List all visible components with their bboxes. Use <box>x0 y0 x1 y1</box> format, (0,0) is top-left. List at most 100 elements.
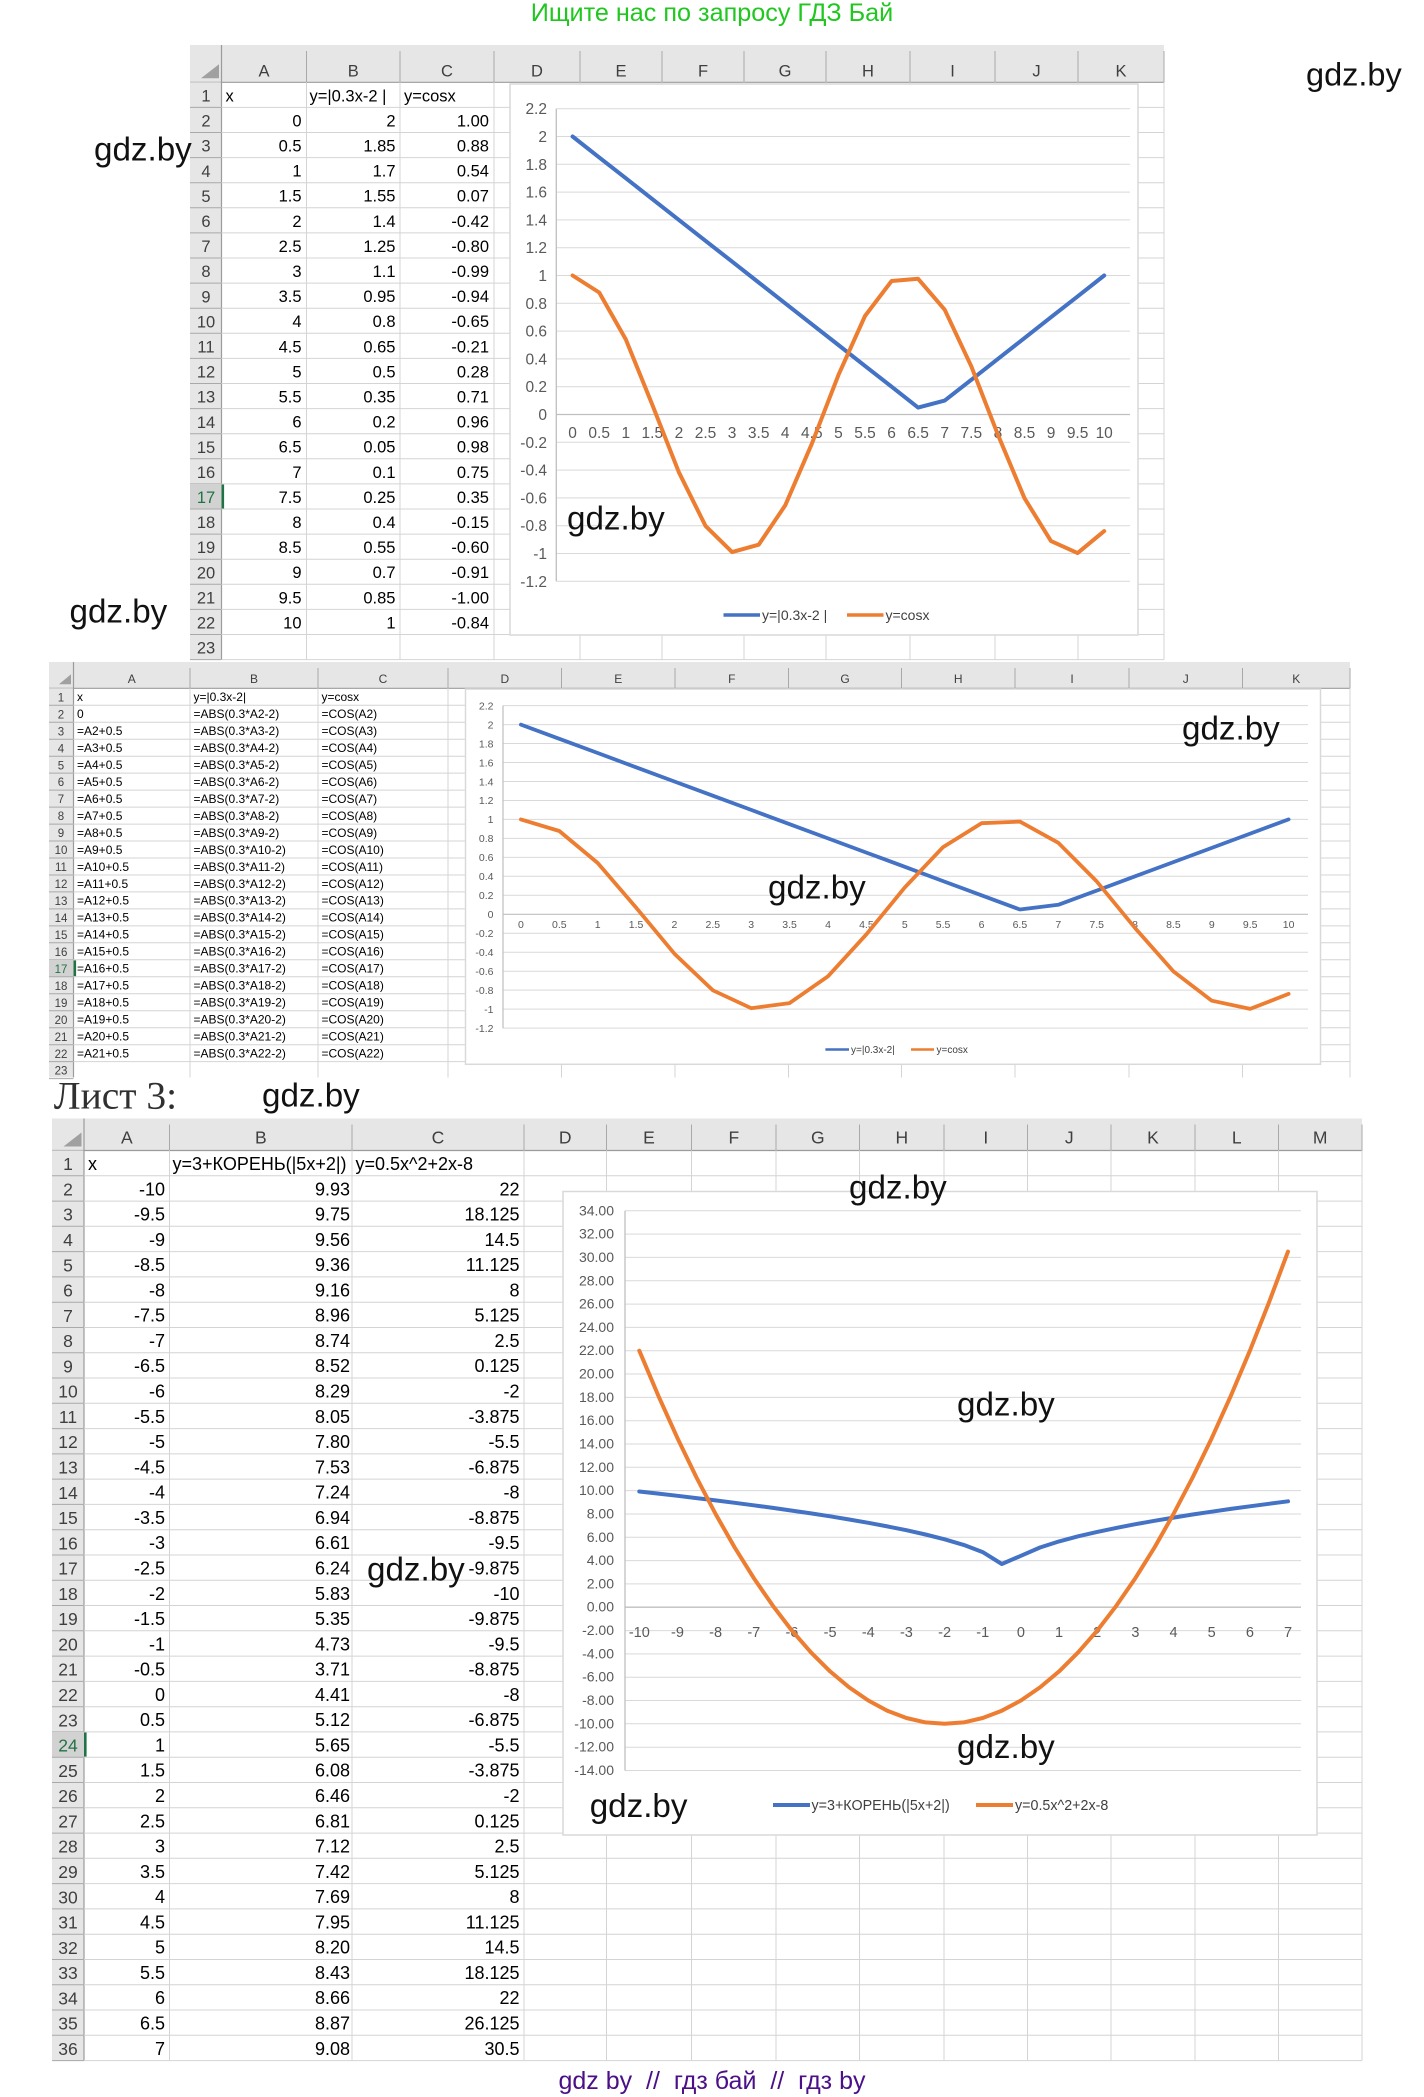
svg-text:-3: -3 <box>149 1533 165 1553</box>
svg-text:=ABS(0.3*A3-2): =ABS(0.3*A3-2) <box>194 724 280 738</box>
svg-text:-6.00: -6.00 <box>582 1669 614 1685</box>
svg-text:-0.8: -0.8 <box>520 518 547 535</box>
svg-text:1.8: 1.8 <box>525 157 547 174</box>
svg-text:6.81: 6.81 <box>315 1811 350 1831</box>
svg-text:21: 21 <box>58 1660 77 1680</box>
svg-text:4: 4 <box>292 313 301 331</box>
svg-text:4: 4 <box>155 1887 165 1907</box>
svg-text:2: 2 <box>58 709 64 721</box>
svg-text:2: 2 <box>155 1786 165 1806</box>
svg-text:6.5: 6.5 <box>140 2014 165 2034</box>
svg-text:0.55: 0.55 <box>363 539 395 557</box>
svg-text:11: 11 <box>197 339 214 357</box>
svg-text:D: D <box>559 1128 572 1148</box>
svg-text:-0.8: -0.8 <box>475 985 493 997</box>
svg-text:4.00: 4.00 <box>587 1552 614 1568</box>
svg-text:0.07: 0.07 <box>457 188 489 206</box>
svg-text:33: 33 <box>58 1963 77 1983</box>
svg-text:7: 7 <box>940 425 949 442</box>
svg-text:6.00: 6.00 <box>587 1529 614 1545</box>
svg-text:0: 0 <box>292 112 301 130</box>
svg-text:gdz.by: gdz.by <box>1306 56 1403 92</box>
svg-text:30.5: 30.5 <box>484 2039 519 2059</box>
svg-text:-1: -1 <box>533 546 547 563</box>
svg-text:-2: -2 <box>503 1786 519 1806</box>
svg-text:18.00: 18.00 <box>579 1389 614 1405</box>
svg-text:7.5: 7.5 <box>279 489 302 507</box>
svg-text:-9.875: -9.875 <box>468 1609 519 1629</box>
svg-text:7: 7 <box>58 794 64 806</box>
svg-text:32.00: 32.00 <box>579 1226 614 1242</box>
svg-text:H: H <box>954 672 963 686</box>
svg-text:8.29: 8.29 <box>315 1382 350 1402</box>
svg-text:=ABS(0.3*A10-2): =ABS(0.3*A10-2) <box>194 843 286 857</box>
svg-text:-4.00: -4.00 <box>582 1645 614 1661</box>
svg-text:=A9+0.5: =A9+0.5 <box>77 843 123 857</box>
svg-text:8.05: 8.05 <box>315 1407 350 1427</box>
svg-text:=COS(A14): =COS(A14) <box>322 911 384 925</box>
svg-text:-2.00: -2.00 <box>582 1622 614 1638</box>
svg-text:-0.99: -0.99 <box>451 263 489 281</box>
svg-text:=ABS(0.3*A2-2): =ABS(0.3*A2-2) <box>194 707 280 721</box>
svg-text:2.00: 2.00 <box>587 1575 614 1591</box>
svg-text:10: 10 <box>58 1382 78 1402</box>
svg-text:7: 7 <box>155 2039 165 2059</box>
svg-text:11: 11 <box>59 1407 77 1427</box>
svg-text:36: 36 <box>58 2039 77 2059</box>
svg-text:24: 24 <box>58 1736 78 1756</box>
svg-text:7.53: 7.53 <box>315 1457 350 1477</box>
svg-text:A: A <box>128 672 136 686</box>
svg-text:6.94: 6.94 <box>315 1508 350 1528</box>
svg-text:gdz.by: gdz.by <box>262 1077 360 1114</box>
svg-text:12: 12 <box>55 879 68 891</box>
svg-text:=A20+0.5: =A20+0.5 <box>77 1030 129 1044</box>
svg-text:9.5: 9.5 <box>1243 919 1258 931</box>
svg-text:22: 22 <box>55 1049 68 1061</box>
svg-text:4: 4 <box>825 919 831 931</box>
svg-text:5.5: 5.5 <box>854 425 876 442</box>
svg-text:3: 3 <box>155 1837 165 1857</box>
svg-text:A: A <box>258 62 269 80</box>
svg-text:0.5: 0.5 <box>588 425 610 442</box>
svg-text:-9.5: -9.5 <box>488 1533 519 1553</box>
svg-text:6: 6 <box>979 919 985 931</box>
svg-text:1.4: 1.4 <box>479 776 494 788</box>
svg-text:-0.6: -0.6 <box>520 490 547 507</box>
svg-text:0.2: 0.2 <box>373 414 396 432</box>
svg-text:-5.5: -5.5 <box>488 1432 519 1452</box>
svg-text:5.5: 5.5 <box>279 389 302 407</box>
svg-text:14: 14 <box>55 913 68 925</box>
svg-text:8.96: 8.96 <box>315 1306 350 1326</box>
svg-text:2.5: 2.5 <box>705 919 720 931</box>
svg-text:x: x <box>88 1154 97 1174</box>
svg-text:=A17+0.5: =A17+0.5 <box>77 979 129 993</box>
svg-text:22: 22 <box>499 1179 519 1199</box>
svg-text:-0.84: -0.84 <box>451 614 489 632</box>
svg-text:=ABS(0.3*A12-2): =ABS(0.3*A12-2) <box>194 877 286 891</box>
svg-text:=COS(A22): =COS(A22) <box>322 1047 384 1061</box>
svg-text:I: I <box>950 62 955 80</box>
svg-text:2.5: 2.5 <box>695 425 717 442</box>
svg-text:0.5: 0.5 <box>140 1710 165 1730</box>
svg-text:0.125: 0.125 <box>474 1356 519 1376</box>
svg-text:=ABS(0.3*A22-2): =ABS(0.3*A22-2) <box>194 1047 286 1061</box>
svg-text:gdz.by: gdz.by <box>849 1169 947 1206</box>
svg-text:-0.94: -0.94 <box>451 288 489 306</box>
svg-text:3: 3 <box>1131 1625 1139 1641</box>
svg-text:0.05: 0.05 <box>363 439 395 457</box>
svg-text:0.6: 0.6 <box>525 324 547 341</box>
svg-text:1: 1 <box>595 919 601 931</box>
svg-text:0.54: 0.54 <box>457 163 489 181</box>
svg-text:2.5: 2.5 <box>140 1811 165 1831</box>
svg-text:22.00: 22.00 <box>579 1342 614 1358</box>
svg-text:8.5: 8.5 <box>1166 919 1181 931</box>
svg-text:9: 9 <box>58 828 64 840</box>
svg-text:5: 5 <box>201 188 210 206</box>
svg-text:-1: -1 <box>149 1634 165 1654</box>
svg-text:-9.875: -9.875 <box>468 1559 519 1579</box>
svg-text:8: 8 <box>292 514 301 532</box>
svg-text:0: 0 <box>77 707 84 721</box>
svg-text:3: 3 <box>58 726 64 738</box>
svg-text:C: C <box>441 62 453 80</box>
svg-text:=COS(A8): =COS(A8) <box>322 809 378 823</box>
